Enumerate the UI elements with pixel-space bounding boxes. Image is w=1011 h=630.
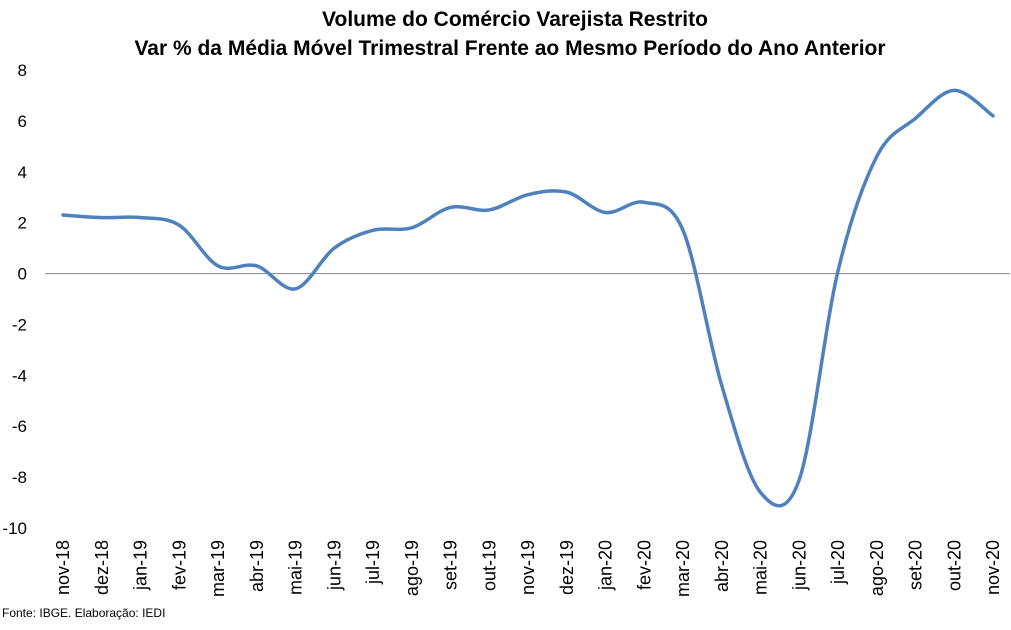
x-tick-label: jun-19 (324, 540, 344, 591)
x-tick-label: set-19 (441, 540, 461, 590)
y-tick-label: -8 (12, 468, 27, 487)
x-tick-label: out-19 (479, 540, 499, 591)
data-point (913, 116, 918, 120)
series-line (61, 88, 995, 508)
data-point (603, 210, 608, 215)
x-tick-label: dez-19 (557, 540, 577, 595)
y-tick-label: -10 (2, 519, 27, 538)
x-tick-label: mar-20 (673, 540, 693, 597)
data-point (216, 264, 220, 268)
y-tick-label: -2 (12, 315, 27, 334)
x-tick-label: mai-19 (286, 540, 306, 595)
source-note: Fonte: IBGE. Elaboração: IEDI (2, 606, 165, 620)
data-point (836, 269, 840, 273)
x-tick-label: jun-20 (789, 540, 809, 591)
data-point (410, 226, 414, 230)
x-tick-label: nov-19 (518, 540, 538, 595)
data-point (681, 228, 685, 232)
x-tick-label: fev-20 (634, 540, 654, 590)
data-point (642, 200, 646, 204)
data-point (371, 228, 375, 232)
x-tick-label: set-20 (906, 540, 926, 590)
y-tick-label: 4 (18, 163, 27, 182)
data-point (138, 215, 143, 220)
y-tick-label: -6 (12, 417, 27, 436)
x-tick-label: dez-18 (92, 540, 112, 595)
data-point (526, 193, 530, 197)
y-tick-label: 6 (18, 112, 27, 131)
x-tick-label: ago-19 (402, 540, 422, 596)
x-tick-label: jul-20 (828, 540, 848, 585)
data-point (100, 215, 104, 220)
x-axis-tick-labels: nov-18 dez-18 jan-19 fev-19 mar-19 abr-19 mai-… (53, 540, 1003, 597)
data-point (448, 205, 453, 209)
data-point (293, 287, 298, 291)
y-tick-label: 8 (18, 61, 27, 80)
data-point (758, 490, 763, 494)
chart-subtitle: Var % da Média Móvel Trimestral Frente a… (134, 37, 885, 60)
data-point (332, 246, 336, 250)
x-tick-label: nov-18 (53, 540, 73, 595)
data-point (952, 88, 956, 92)
x-tick-label: out-20 (944, 540, 964, 591)
y-tick-label: 0 (18, 265, 27, 284)
x-tick-label: abr-20 (712, 540, 732, 592)
x-tick-label: ago-20 (867, 540, 887, 596)
chart-title: Volume do Comércio Varejista Restrito (322, 8, 708, 31)
y-tick-label: -4 (12, 366, 27, 385)
data-points (61, 88, 995, 494)
data-point (875, 154, 879, 159)
x-tick-label: mai-20 (751, 540, 771, 595)
x-tick-label: jan-20 (596, 540, 616, 591)
x-tick-label: nov-20 (983, 540, 1003, 595)
y-axis-tick-labels: 8 6 4 2 0 -2 -4 -6 -8 -10 (2, 61, 27, 538)
data-point (565, 190, 569, 194)
data-point (797, 478, 801, 482)
data-point (720, 383, 724, 388)
x-tick-label: abr-19 (247, 540, 267, 592)
y-tick-label: 2 (18, 214, 27, 233)
data-point (991, 114, 995, 118)
data-point (255, 264, 259, 268)
x-tick-label: fev-19 (169, 540, 189, 590)
x-tick-label: jan-19 (131, 540, 151, 591)
data-point (61, 213, 65, 217)
data-point (487, 208, 491, 212)
x-tick-label: mar-19 (208, 540, 228, 597)
data-point (177, 223, 181, 227)
x-tick-label: jul-19 (363, 540, 383, 585)
